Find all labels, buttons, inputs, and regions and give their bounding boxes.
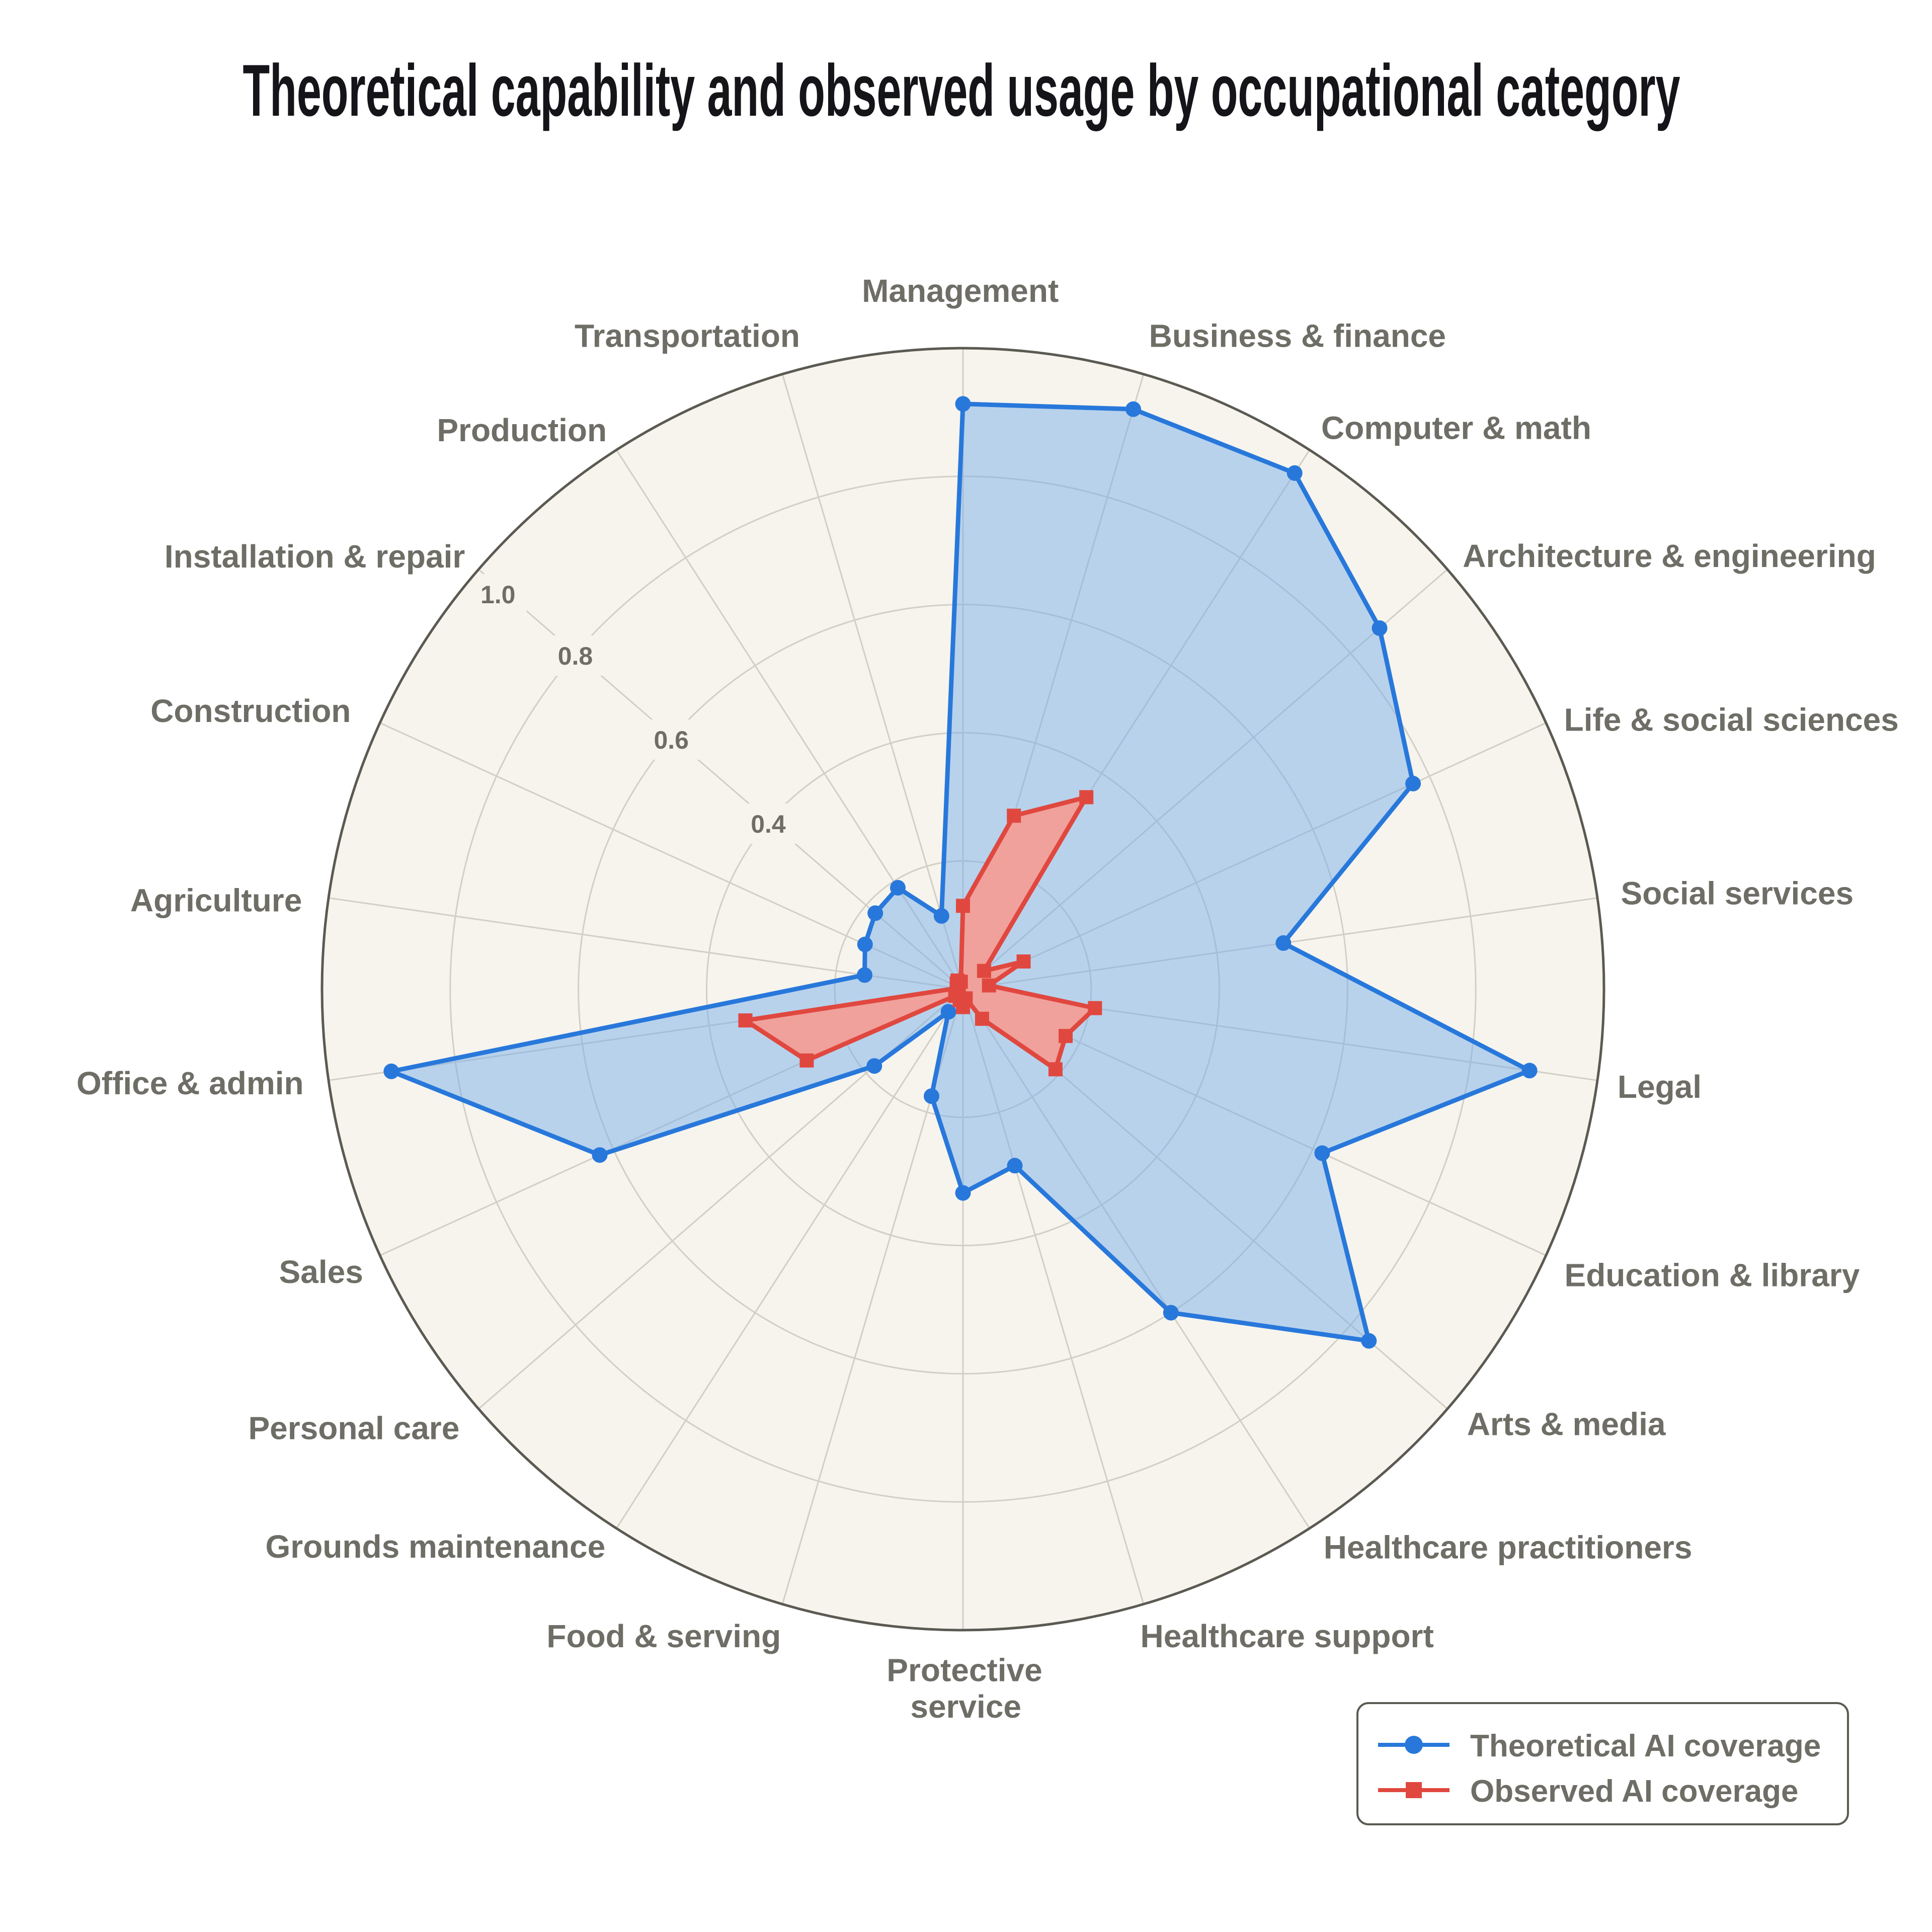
svg-text:Grounds maintenance: Grounds maintenance — [266, 1528, 606, 1565]
svg-text:service: service — [910, 1688, 1021, 1725]
svg-text:Food & serving: Food & serving — [546, 1618, 781, 1654]
svg-text:Social services: Social services — [1621, 875, 1854, 912]
svg-text:Theoretical capability and obs: Theoretical capability and observed usag… — [243, 49, 1680, 131]
svg-text:0.8: 0.8 — [558, 642, 593, 670]
svg-text:Construction: Construction — [150, 693, 351, 729]
svg-text:Installation & repair: Installation & repair — [165, 538, 465, 575]
svg-text:Production: Production — [437, 412, 607, 448]
svg-text:Office & admin: Office & admin — [76, 1065, 304, 1101]
svg-text:Legal: Legal — [1618, 1069, 1702, 1105]
svg-text:Theoretical AI coverage: Theoretical AI coverage — [1470, 1729, 1821, 1763]
svg-text:Protective: Protective — [887, 1652, 1042, 1688]
svg-text:Sales: Sales — [279, 1254, 363, 1290]
svg-text:Architecture & engineering: Architecture & engineering — [1463, 538, 1876, 574]
svg-text:0.4: 0.4 — [751, 810, 786, 838]
svg-text:Management: Management — [862, 273, 1059, 309]
svg-text:Agriculture: Agriculture — [130, 882, 302, 918]
svg-text:Business & finance: Business & finance — [1149, 317, 1446, 354]
svg-text:Personal care: Personal care — [248, 1410, 459, 1446]
svg-text:Education & library: Education & library — [1565, 1257, 1860, 1294]
svg-text:Healthcare practitioners: Healthcare practitioners — [1324, 1530, 1693, 1566]
svg-text:Healthcare support: Healthcare support — [1141, 1618, 1434, 1654]
svg-text:Computer & math: Computer & math — [1321, 410, 1591, 446]
svg-text:Transportation: Transportation — [575, 317, 800, 354]
svg-text:Life & social sciences: Life & social sciences — [1564, 701, 1899, 738]
svg-text:Arts & media: Arts & media — [1467, 1406, 1666, 1442]
svg-text:Observed AI coverage: Observed AI coverage — [1470, 1774, 1798, 1809]
svg-text:0.6: 0.6 — [654, 726, 689, 754]
svg-text:1.0: 1.0 — [480, 581, 516, 609]
